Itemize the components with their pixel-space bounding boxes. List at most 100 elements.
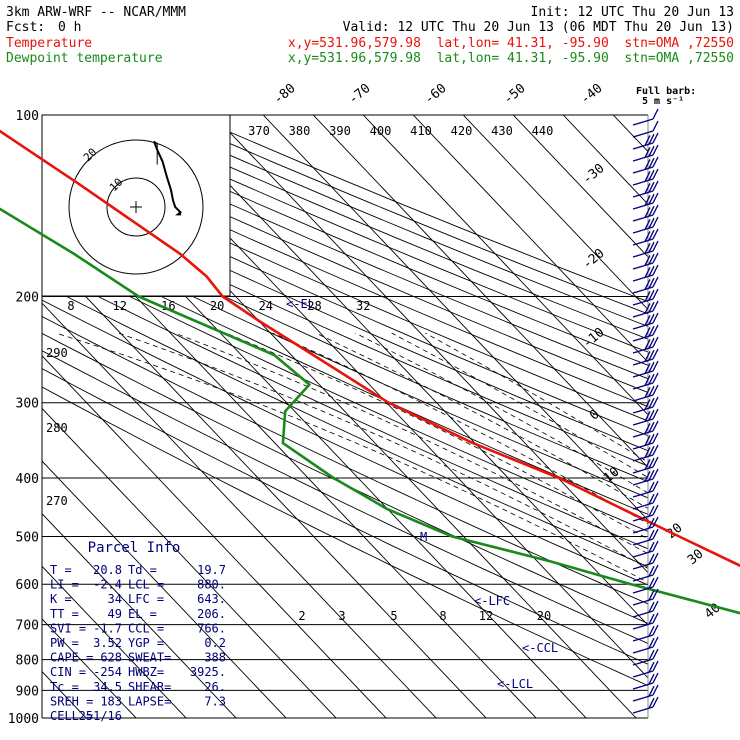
- wind-speed-label: 28: [307, 299, 321, 313]
- wind-barb: [632, 600, 659, 618]
- isotherm-label: -40: [578, 81, 606, 108]
- dry-adiabat: [42, 195, 648, 467]
- parcel-info-row: SREH = 183 LAPSE= 7.3: [50, 694, 226, 708]
- hodograph-ring: [106, 177, 166, 237]
- parcel-label: EL =: [128, 607, 157, 621]
- wind-barb: [632, 648, 659, 666]
- dry-adiabat: [42, 117, 648, 380]
- dewpoint-legend: Dewpoint temperature: [6, 51, 163, 66]
- wind-barb: [632, 396, 659, 414]
- parcel-label: SWEAT=: [128, 651, 171, 665]
- parcel-value: 20.8: [93, 563, 122, 577]
- isotherm-line: [412, 115, 648, 363]
- parcel-value: 251/16: [79, 709, 122, 723]
- dry-adiabat: [60, 115, 648, 366]
- isotherm-label: -80: [271, 81, 299, 108]
- isotherm-label: 10: [601, 465, 623, 487]
- wind-barb: [632, 288, 659, 306]
- parcel-label: SVI =: [50, 621, 86, 635]
- wind-barb: [632, 384, 659, 402]
- dry-adiabat: [42, 332, 648, 624]
- parcel-label: LI =: [50, 578, 79, 592]
- wind-barb: [632, 192, 659, 210]
- parcel-label: YGP =: [128, 636, 164, 650]
- parcel-value: 34: [108, 592, 122, 606]
- moist-adiabat: [355, 332, 648, 494]
- dry-adiabat: [42, 368, 648, 665]
- wind-barb: [632, 300, 659, 318]
- dry-adiabat: [42, 350, 648, 644]
- temperature-legend: Temperature: [6, 36, 92, 51]
- isotherm-line: [42, 618, 137, 718]
- parcel-value: 206.: [197, 607, 226, 621]
- dry-adiabat: [42, 155, 648, 422]
- parcel-label: TT =: [50, 607, 79, 621]
- pressure-tick-label: 700: [16, 619, 39, 634]
- pressure-tick-label: 300: [16, 397, 39, 412]
- wind-barb: [632, 588, 659, 606]
- parcel-info-row: TT = 49 EL = 206.: [50, 607, 226, 621]
- parcel-value: 880.: [197, 578, 226, 592]
- temperature-station-info: x,y=531.96,579.98 lat,lon= 41.31, -95.90…: [288, 36, 734, 51]
- theta-label: 390: [329, 124, 351, 138]
- level-marker: <-LFC: [474, 594, 510, 608]
- wind-barb: [632, 324, 659, 342]
- isotherm-line: [362, 115, 648, 416]
- hodograph-ring: [68, 139, 204, 275]
- wind-barb: [632, 252, 659, 270]
- parcel-value: 766.: [197, 621, 226, 635]
- full-barb-label: Full barb:: [636, 86, 696, 97]
- dry-adiabat: [42, 252, 648, 532]
- wind-barb: [632, 492, 659, 510]
- parcel-value: 388: [204, 651, 226, 665]
- valid-time: Valid: 12 UTC Thu 20 Jun 13 (06 MDT Thu …: [343, 20, 734, 35]
- level-marker: <-EL: [286, 297, 315, 311]
- parcel-value: 19.7: [197, 563, 226, 577]
- theta-label: 400: [370, 124, 392, 138]
- isotherm-label: -20: [580, 246, 608, 273]
- parcel-label: LCL =: [128, 578, 164, 592]
- parcel-info-row: LI = -2.4 LCL = 880.: [50, 578, 226, 592]
- parcel-label: Tc =: [50, 680, 79, 694]
- isotherm-line: [512, 115, 648, 258]
- parcel-value: -1.7: [93, 621, 122, 635]
- parcel-label: CCL =: [128, 621, 164, 635]
- parcel-value: 49: [108, 607, 122, 621]
- wind-barb: [632, 576, 659, 594]
- wind-barb: [632, 240, 659, 258]
- dry-adiabat: [42, 181, 648, 452]
- wind-barb: [632, 432, 659, 450]
- wind-barb: [632, 180, 659, 198]
- wind-barb: [632, 108, 659, 126]
- mixing-ratio-label: 2: [298, 609, 305, 623]
- theta-label: 430: [491, 124, 513, 138]
- parcel-value: 643.: [197, 592, 226, 606]
- wind-barb: [632, 456, 659, 474]
- wind-barb: [632, 408, 659, 426]
- parcel-info-row: CAPE = 628 SWEAT= 388: [50, 651, 226, 665]
- isotherm-line: [212, 115, 648, 574]
- pressure-tick-label: 100: [16, 109, 39, 124]
- wind-speed-label: 20: [210, 299, 224, 313]
- parcel-label: LFC =: [128, 592, 164, 606]
- wind-barb: [632, 360, 659, 378]
- parcel-value: -254: [93, 665, 122, 679]
- isotherm-label: -30: [580, 161, 608, 188]
- dry-adiabat: [42, 299, 648, 586]
- isotherm-line: [262, 115, 648, 521]
- pressure-tick-label: 600: [16, 578, 39, 593]
- parcel-value: 3925.: [190, 665, 226, 679]
- wind-speed-label: 8: [67, 299, 74, 313]
- parcel-info-row: T = 20.8 Td = 19.7: [50, 563, 226, 577]
- pressure-tick-label: 900: [16, 684, 39, 699]
- isotherm-line: [42, 407, 337, 718]
- wind-barb: [632, 312, 659, 330]
- wind-barb: [632, 276, 659, 294]
- pressure-tick-label: 200: [16, 291, 39, 306]
- theta-label: 370: [248, 124, 270, 138]
- isotherm-label: 30: [685, 547, 707, 569]
- moist-adiabat: [391, 332, 648, 478]
- dry-adiabat: [42, 209, 648, 483]
- dry-adiabat: [42, 237, 648, 515]
